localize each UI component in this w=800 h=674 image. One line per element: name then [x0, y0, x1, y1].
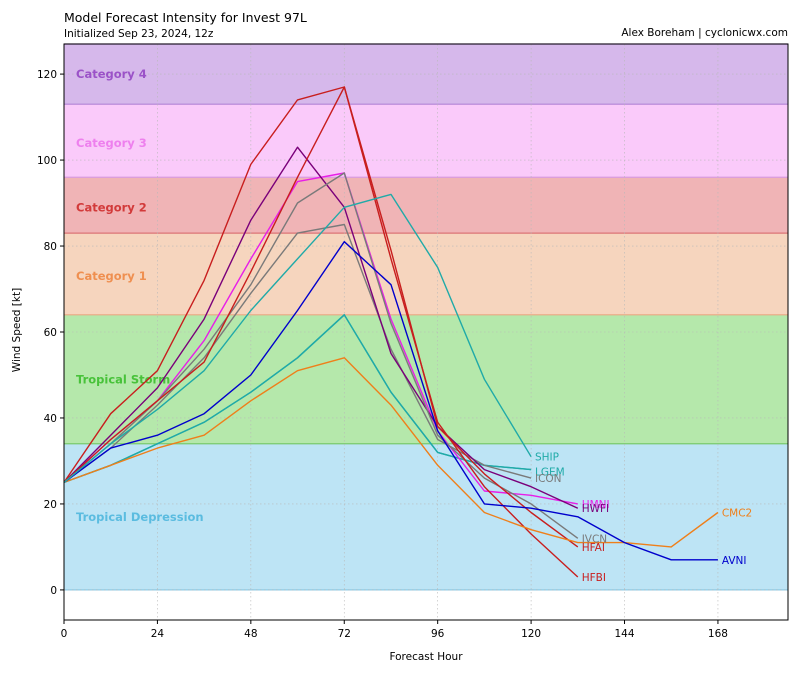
y-tick-label-40: 40: [44, 413, 57, 425]
series-line-hwfi-4: [63, 146, 579, 509]
x-axis-label: Forecast Hour: [389, 651, 463, 663]
model-label-hfbi: HFBI: [582, 572, 606, 584]
band-tropical-depression: [64, 443, 788, 590]
series-line-hfai-6: [63, 86, 579, 548]
x-tick-label-72: 72: [338, 628, 351, 640]
band-label-category-3: Category 3: [76, 136, 147, 150]
band-label-category-2: Category 2: [76, 200, 147, 214]
x-tick-label-24: 24: [151, 628, 165, 640]
x-tick-label-48: 48: [244, 628, 257, 640]
model-label-avni: AVNI: [722, 555, 747, 567]
x-tick-label-0: 0: [61, 628, 68, 640]
model-label-hmni: HMNI: [582, 499, 610, 511]
band-category-1: [64, 233, 788, 315]
model-label-cmc2: CMC2: [722, 508, 752, 520]
series-line-lgem-1: [63, 314, 532, 484]
model-label-lgem: LGEM: [535, 467, 565, 479]
model-label-ivcn: IVCN: [582, 533, 607, 545]
intensity-bands: [64, 43, 788, 591]
x-tick-label-144: 144: [614, 628, 634, 640]
series-line-cmc2-8: [63, 357, 719, 548]
chart-title: Model Forecast Intensity for Invest 97L: [64, 10, 307, 25]
x-tick-label-96: 96: [431, 628, 445, 640]
series-line-icon-2: [63, 223, 532, 483]
model-label-icon: ICON: [535, 473, 562, 485]
model-label-ship: SHIP: [535, 452, 559, 464]
band-label-tropical-depression: Tropical Depression: [76, 510, 204, 524]
chart-subtitle: Initialized Sep 23, 2024, 12z: [64, 28, 214, 40]
series-line-avni-9: [63, 240, 718, 561]
band-category-2: [64, 177, 788, 234]
y-tick-label-100: 100: [37, 155, 57, 167]
axes: 0 24 48 72 96 120 144 168 0 20 40 60 80 100 120: [37, 69, 728, 640]
x-tick-label-120: 120: [521, 628, 541, 640]
y-tick-label-0: 0: [50, 585, 57, 597]
y-tick-label-120: 120: [37, 69, 57, 81]
y-axis-label: Wind Speed [kt]: [11, 288, 23, 372]
y-tick-label-80: 80: [44, 241, 57, 253]
band-label-tropical-storm: Tropical Storm: [76, 372, 170, 386]
y-tick-label-20: 20: [44, 499, 57, 511]
band-labels: Tropical Depression Tropical Storm Categor…: [76, 67, 204, 524]
series-line-ship-10: [63, 193, 532, 483]
chart-credit: Alex Boreham | cyclonicwx.com: [621, 27, 788, 39]
y-tick-label-60: 60: [44, 327, 57, 339]
model-label-hwfi: HWFI: [582, 503, 609, 515]
x-tick-label-168: 168: [708, 628, 728, 640]
band-label-category-4: Category 4: [76, 67, 147, 81]
band-category-3: [64, 104, 788, 178]
forecast-lines: [63, 86, 719, 578]
model-label-hfai: HFAI: [582, 542, 605, 554]
series-line-hfbi-7: [63, 86, 579, 578]
band-label-category-1: Category 1: [76, 269, 147, 283]
